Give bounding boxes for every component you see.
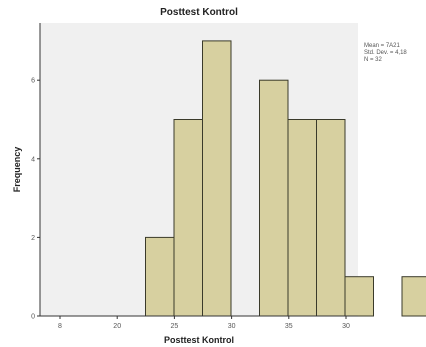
y-tick-label: 0	[31, 314, 35, 321]
x-tick-label: 25	[171, 323, 179, 330]
histogram-bar	[287, 119, 317, 317]
histogram-bar	[344, 276, 374, 317]
histogram-bar	[316, 119, 346, 317]
x-tick-label: 30	[228, 323, 236, 330]
x-ticks-group: 8 20 25 30 35 30	[58, 316, 350, 330]
histogram-bar	[401, 276, 426, 317]
x-tick-label: 20	[113, 323, 121, 330]
x-tick-label: 35	[285, 323, 293, 330]
histogram-bar	[202, 40, 232, 317]
y-tick-label: 6	[31, 78, 35, 85]
y-ticks-group: 0 2 4 6	[31, 78, 40, 321]
stats-mean: Mean = 7A21	[364, 43, 401, 49]
x-tick-label: 30	[342, 323, 350, 330]
histogram-bar	[145, 236, 175, 317]
y-axis-title: Frequency	[12, 147, 22, 193]
stats-n: N = 32	[364, 57, 383, 63]
stats-std-dev: Std. Dev. = 4,18	[364, 50, 407, 56]
chart-title: Posttest Kontrol	[160, 7, 238, 18]
histogram-bar	[259, 79, 289, 317]
histogram-bar	[173, 119, 203, 317]
x-tick-label: 8	[58, 323, 62, 330]
x-axis-title: Posttest Kontrol	[164, 335, 234, 345]
bars-group	[145, 40, 426, 317]
y-tick-label: 2	[31, 235, 35, 242]
stats-box: Mean = 7A21 Std. Dev. = 4,18 N = 32	[364, 43, 407, 63]
y-tick-label: 4	[31, 156, 35, 163]
